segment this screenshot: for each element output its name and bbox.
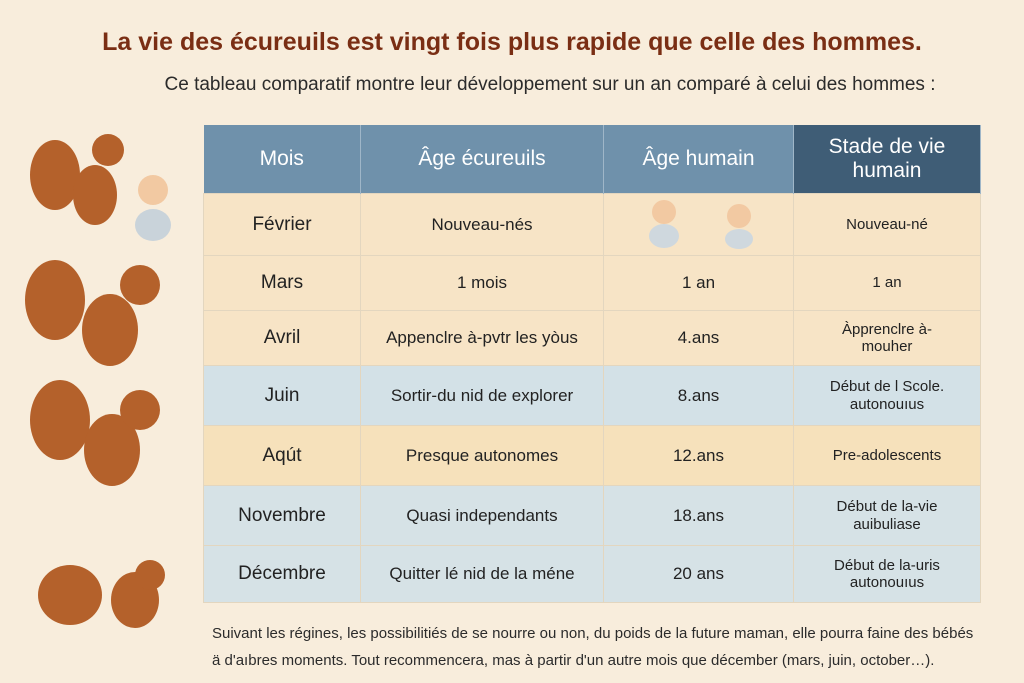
- table-cell: Nouveau-né: [793, 193, 981, 256]
- footnote-line: ä d'aıbres moments. Tout recommencera, m…: [212, 652, 935, 669]
- table-cell: 4.ans: [603, 310, 794, 366]
- table-cell: Appenclre à-pvtr les yòus: [360, 310, 604, 366]
- column-header: Mois: [203, 125, 361, 194]
- footnote: Suivant les régines, les possibilitiés d…: [212, 620, 973, 674]
- table-cell: Àpprenclre à-mouher: [793, 310, 981, 366]
- table-cell: Pre-adolescents: [793, 425, 981, 486]
- title: La vie des écureuils est vingt fois plus…: [102, 28, 922, 56]
- subtitle: Ce tableau comparatif montre leur dévelo…: [164, 74, 936, 95]
- table-cell: Sortir-du nid de explorer: [360, 365, 604, 426]
- table-cell: Décembre: [203, 545, 361, 603]
- table-row: Aqút Presque autonomes 12.ans Pre-adolescen…: [203, 425, 981, 486]
- table-cell: [603, 193, 794, 256]
- table-cell: 1 mois: [360, 255, 604, 311]
- column-header: Stade de vie humain: [793, 125, 981, 194]
- table-row: Décembre Quitter lé nid de la méne 20 ans D…: [203, 545, 981, 603]
- table-cell: 1 an: [603, 255, 794, 311]
- baby-illustration: [648, 200, 753, 250]
- table-cell: 8.ans: [603, 365, 794, 426]
- footnote-line: Suivant les régines, les possibilitiés d…: [212, 625, 974, 642]
- table-cell: Début de la-uris autonouıus: [793, 545, 981, 603]
- squirrel-illustrations: [25, 134, 171, 628]
- table-cell: Début de la-vie auibuliase: [793, 485, 981, 546]
- comparison-table: Mois Âge écureuils Âge humain Stade de vie …: [203, 125, 981, 603]
- table-cell: Quasi independants: [360, 485, 604, 546]
- table-cell: 1 an: [793, 255, 981, 311]
- table-cell: Nouveau-nés: [360, 193, 604, 256]
- table-cell: Novembre: [203, 485, 361, 546]
- table-row: Novembre Quasi independants 18.ans Début de…: [203, 485, 981, 546]
- table-cell: Quitter lé nid de la méne: [360, 545, 604, 603]
- table-row: Février Nouveau-nés Nouveau-né: [203, 193, 981, 256]
- table-row: Juin Sortir-du nid de explorer 8.ans Début …: [203, 365, 981, 426]
- table-cell: Presque autonomes: [360, 425, 604, 486]
- table-row: Avril Appenclre à-pvtr les yòus 4.ans Àppre…: [203, 310, 981, 366]
- table-cell: 20 ans: [603, 545, 794, 603]
- table-cell: Avril: [203, 310, 361, 366]
- table-cell: Juin: [203, 365, 361, 426]
- table-cell: Février: [203, 193, 361, 256]
- table-cell: Aqút: [203, 425, 361, 486]
- table-cell: Début de l Scole. autonouıus: [793, 365, 981, 426]
- column-header: Âge humain: [603, 125, 794, 194]
- column-header: Âge écureuils: [360, 125, 604, 194]
- table-cell: 12.ans: [603, 425, 794, 486]
- table-cell: Mars: [203, 255, 361, 311]
- table-cell: 18.ans: [603, 485, 794, 546]
- table-row: Mars 1 mois 1 an 1 an: [203, 255, 981, 311]
